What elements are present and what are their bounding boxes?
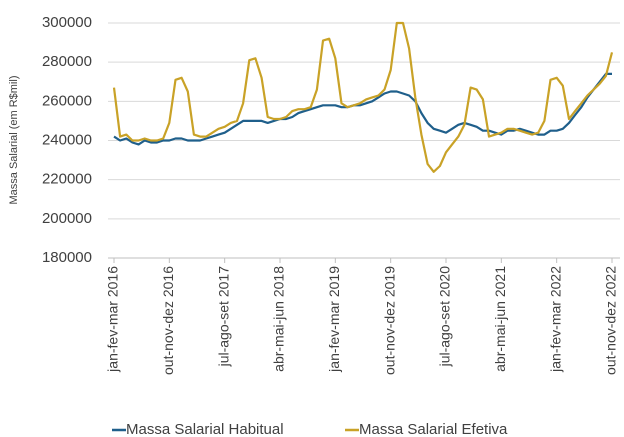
y-tick-label: 300000 (42, 14, 92, 31)
x-tick-label: abr-mai-jun 2018 (271, 266, 287, 372)
x-tick-label: out-nov-dez 2019 (381, 266, 397, 375)
legend-label: Massa Salarial Efetiva (359, 421, 508, 437)
x-tick-label: jul-ago-set 2020 (437, 266, 453, 368)
x-tick-label: jan-fev-mar 2019 (326, 266, 342, 373)
x-tick-label: jan-fev-mar 2016 (105, 266, 121, 373)
y-tick-label: 280000 (42, 53, 92, 70)
series-line (113, 72, 612, 146)
y-tick-label: 260000 (42, 92, 92, 109)
y-tick-label: 180000 (42, 249, 92, 266)
y-tick-label: 200000 (42, 210, 92, 227)
y-tick-label: 240000 (42, 131, 92, 148)
y-axis-label: Massa Salarial (em R$mil) (8, 76, 20, 205)
x-tick-label: abr-mai-jun 2021 (492, 266, 508, 372)
x-tick-label: out-nov-dez 2022 (603, 266, 619, 375)
x-tick-label: jul-ago-set 2017 (215, 266, 231, 368)
x-tick-label: out-nov-dez 2016 (160, 266, 176, 375)
series-line (112, 21, 614, 173)
x-tick-label: jan-fev-mar 2022 (547, 266, 563, 373)
y-tick-label: 220000 (42, 171, 92, 188)
legend-label: Massa Salarial Habitual (126, 421, 284, 437)
